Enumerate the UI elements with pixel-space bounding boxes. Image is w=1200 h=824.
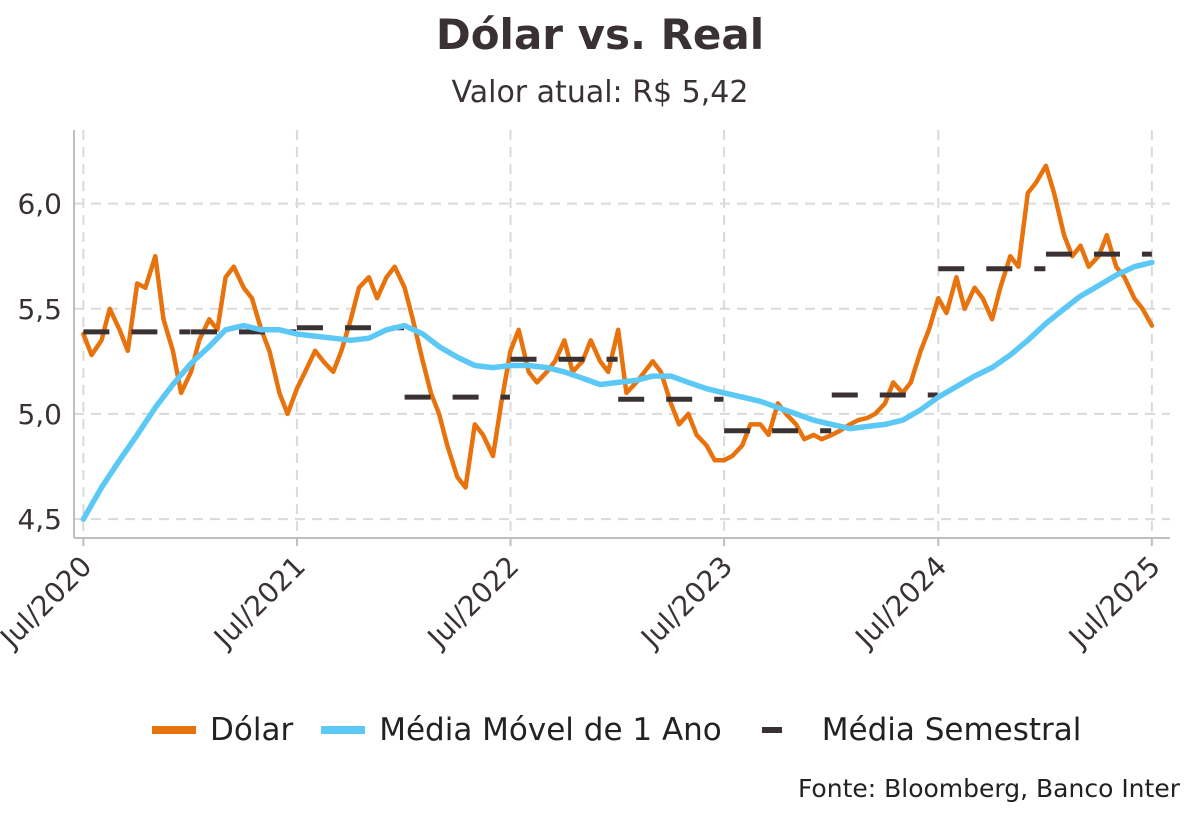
legend-key-dolar: [152, 726, 196, 734]
x-tick-label: Jul/2024: [848, 550, 954, 656]
y-tick-label: 5,0: [17, 398, 62, 431]
legend-label-semester-avg: Média Semestral: [821, 712, 1082, 748]
axis-layer: [73, 130, 1170, 546]
source-note: Fonte: Bloomberg, Banco Inter: [797, 774, 1180, 803]
legend-item-dolar: Dólar: [152, 712, 293, 748]
legend-item-moving-avg: Média Móvel de 1 Ano: [321, 712, 722, 748]
legend-key-semester-avg: [761, 727, 782, 733]
x-tick-label: Jul/2021: [206, 550, 312, 656]
legend-item-semester-avg: Média Semestral: [750, 712, 1082, 748]
legend-label-moving-avg: Média Móvel de 1 Ano: [379, 712, 722, 748]
y-tick-label: 4,5: [17, 503, 62, 536]
legend-label-dolar: Dólar: [210, 712, 294, 748]
legend: Dólar Média Móvel de 1 Ano Média Semestr…: [152, 712, 1109, 748]
x-tick-label: Jul/2023: [633, 550, 739, 656]
series-layer: [80, 163, 1155, 522]
x-tick-label: Jul/2025: [1061, 550, 1167, 656]
x-tick-label: Jul/2022: [420, 550, 526, 656]
chart-title: Dólar vs. Real: [435, 10, 765, 59]
label-layer: 4,5 5,0 5,5 6,0 Jul/2020 Jul/2021 Jul/2022 Jul/…: [0, 188, 1167, 656]
moving-average-series-line: [80, 259, 1155, 522]
chart-subtitle: Valor atual: R$ 5,42: [451, 75, 749, 110]
y-tick-label: 5,5: [17, 293, 62, 326]
x-tick-label: Jul/2020: [0, 550, 98, 656]
y-tick-label: 6,0: [17, 188, 62, 221]
legend-key-moving-avg: [321, 726, 366, 734]
grid-layer: [74, 130, 1170, 538]
